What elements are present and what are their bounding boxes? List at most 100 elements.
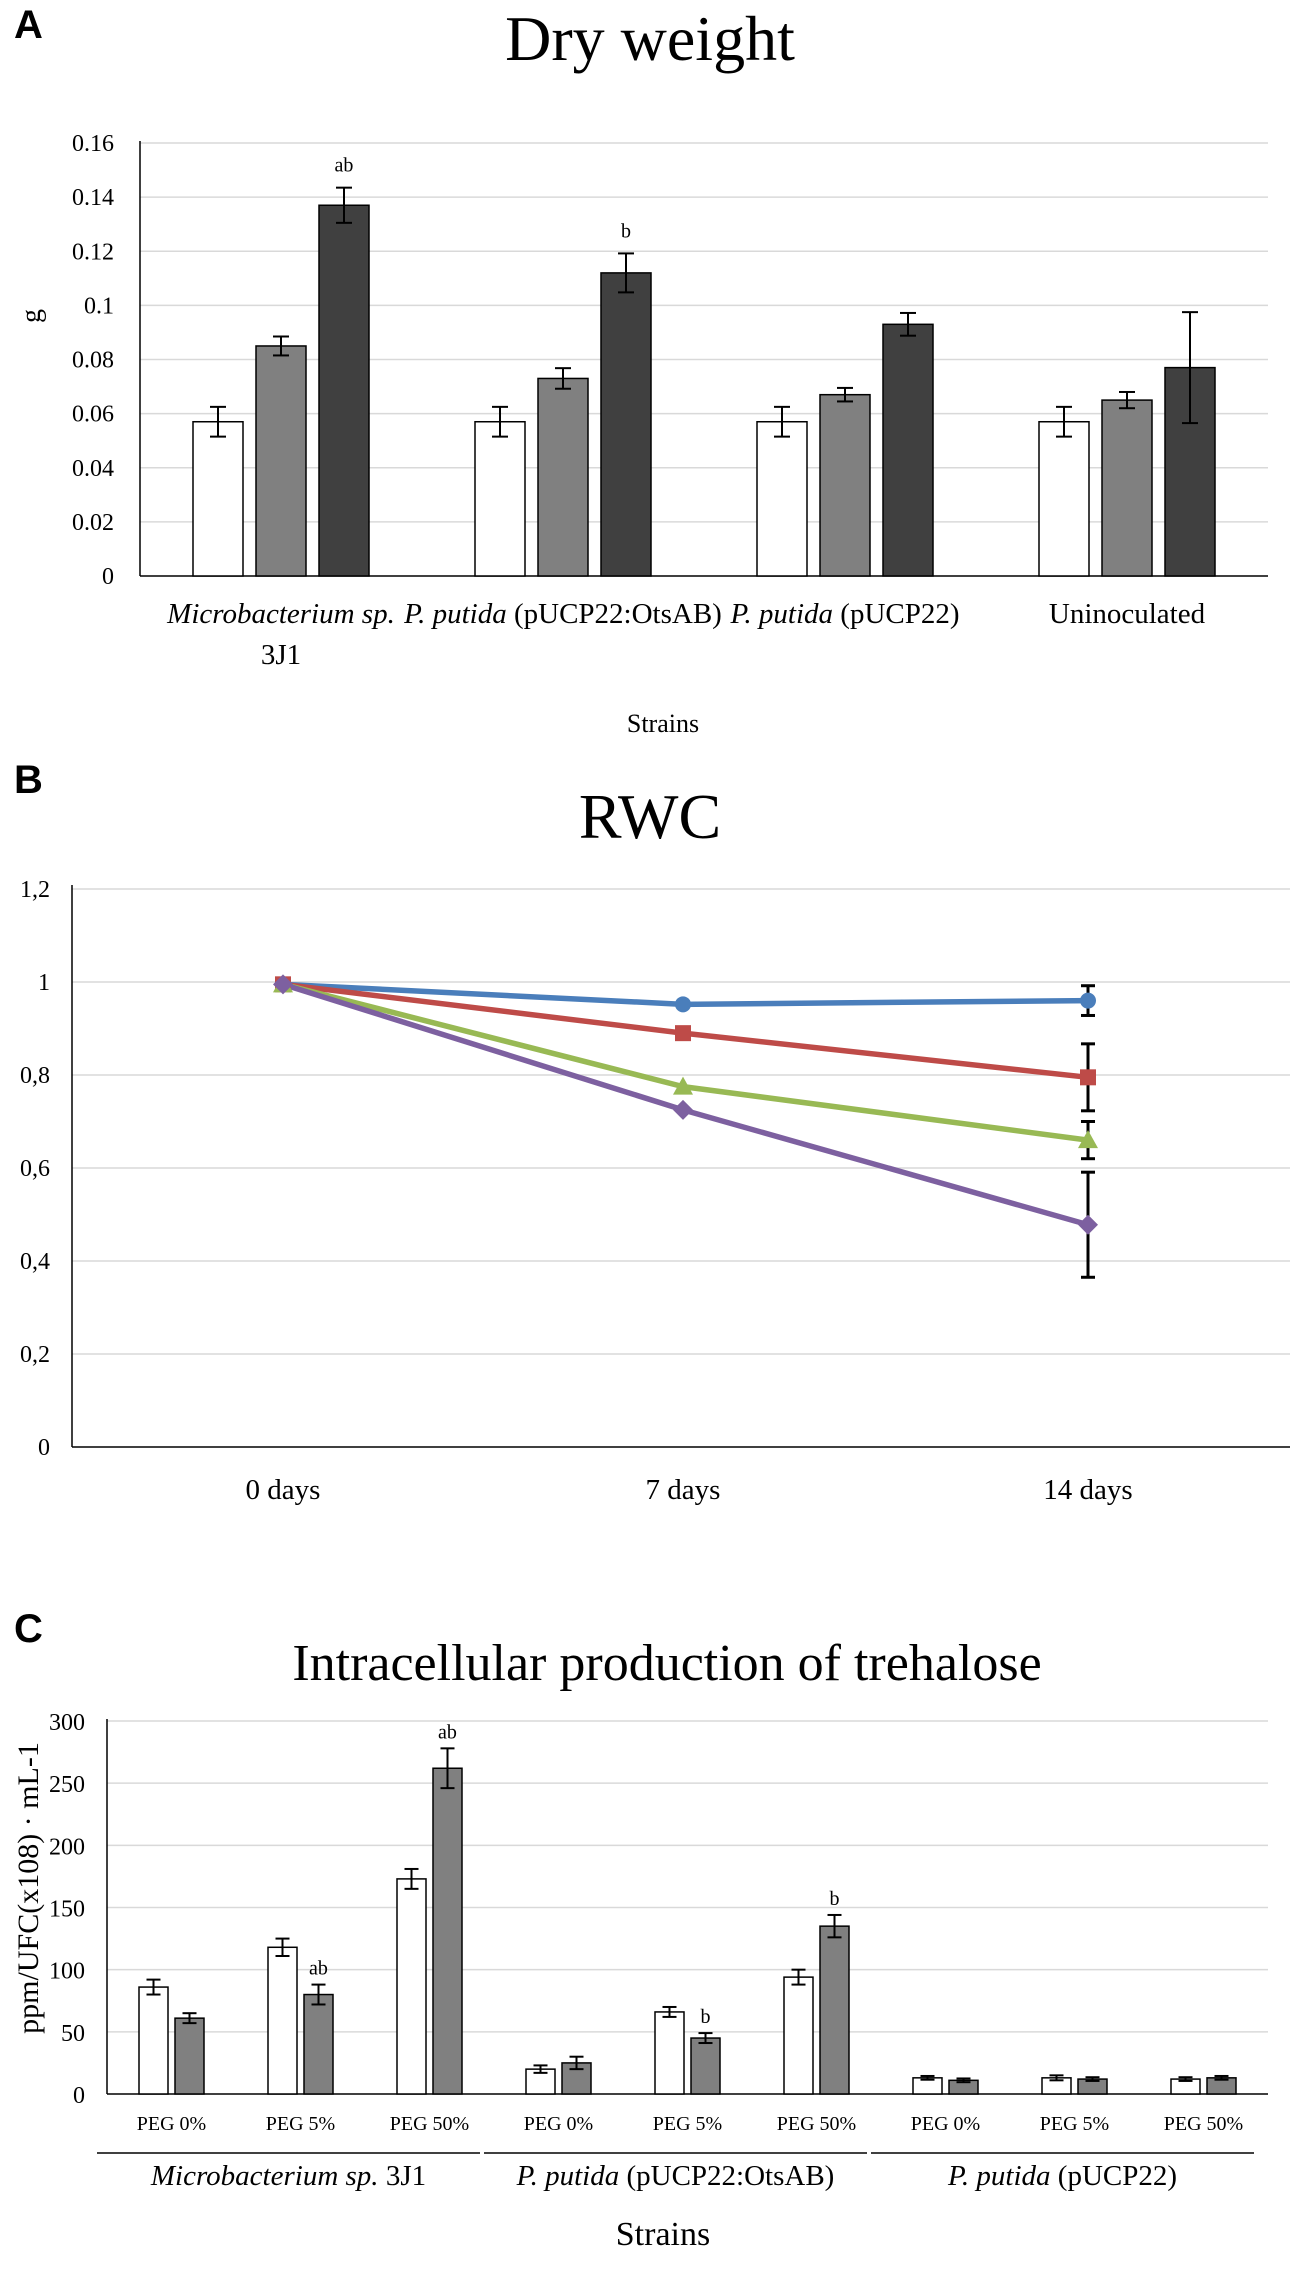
panel-c-category-label: PEG 50% (777, 2113, 856, 2135)
panel-c-category-label: PEG 0% (911, 2113, 980, 2135)
panel-c-ytick-label: 100 (49, 1959, 85, 1985)
panel-c-category-label: PEG 5% (1040, 2113, 1109, 2135)
panel-a-plot: 0 0.02 0.04 0.06 0.08 0.1 0.12 0.14 0.16 Microbac… (72, 131, 1268, 671)
panel-a-ytick-label: 0.12 (72, 239, 114, 265)
panel-a-error-bar (336, 186, 352, 224)
panel-b-ytick-label: 1 (38, 970, 50, 996)
panel-c-category-label: PEG 0% (524, 2113, 593, 2135)
panel-a-error-bar (555, 367, 571, 390)
panel-c-error-bar (1049, 2074, 1064, 2082)
panel-c-error-bar (182, 2012, 197, 2025)
panel-a-category-label: Microbacterium sp. (166, 598, 395, 630)
panel-c-error-bar (1085, 2076, 1100, 2082)
panel-c-error-bar (569, 2055, 584, 2071)
panel-c-category-label: PEG 5% (266, 2113, 335, 2135)
panel-a-bar (756, 420, 808, 577)
panel-c-error-bar (440, 1747, 455, 1790)
panel-c-error-bar (662, 2005, 677, 2018)
panel-a-category-label-line2: 3J1 (261, 639, 301, 671)
panel-c-error-bar (956, 2077, 971, 2084)
panel-a-ytick-label: 0.1 (84, 293, 114, 319)
panel-b-title: RWC (579, 781, 721, 852)
panel-b-point-green (673, 1076, 693, 1095)
panel-a-error-bar (492, 405, 508, 438)
panel-a-error-bar (1056, 405, 1072, 438)
panel-a-letter: A (14, 3, 43, 47)
panel-b-point-purple (273, 974, 293, 995)
panel-c-ytick-label: 200 (49, 1834, 85, 1860)
panel-c-significance-label: b (830, 1888, 840, 1910)
panel-a-bar (318, 204, 370, 577)
panel-b-xtick-label: 7 days (646, 1474, 721, 1506)
panel-c-plot: 0 50 100 150 200 250 300 PEG 0% PEG 5% PEG 50% PEG… (49, 1710, 1268, 2192)
panel-b-plot: 0 0,2 0,4 0,6 0,8 1 1,2 0 days 7 days 14 days (20, 877, 1290, 1506)
panel-a-bar (474, 420, 526, 577)
panel-c-ytick-label: 50 (61, 2021, 85, 2047)
panel-c-significance-label: b (701, 2006, 711, 2028)
panel-a-ytick-label: 0.14 (72, 185, 114, 211)
panel-c-group-label: P. putida (pUCP22:OtsAB) (516, 2160, 835, 2192)
panel-c-ytick-label: 250 (49, 1772, 85, 1798)
panel-c-error-bar (404, 1867, 419, 1890)
panel-c-error-bar (698, 2032, 713, 2045)
panel-b-point-blue (1080, 992, 1096, 1009)
panel-b-point-purple (1078, 1214, 1098, 1235)
panel-c-error-bar (791, 1968, 806, 1986)
panel-a-ytick-label: 0.08 (72, 348, 114, 374)
panel-a-error-bar (1182, 311, 1198, 425)
panel-a-bar (1101, 399, 1153, 577)
panel-c-bar (138, 1986, 169, 2095)
panel-b-xtick-label: 0 days (246, 1474, 321, 1506)
panel-c-bar (783, 1976, 814, 2095)
panel-c-error-bar (1178, 2076, 1193, 2082)
panel-c-significance-label: ab (438, 1721, 457, 1743)
panel-a-bar (255, 345, 307, 577)
panel-c-category-label: PEG 50% (390, 2113, 469, 2135)
panel-c-category-label: PEG 5% (653, 2113, 722, 2135)
panel-c-significance-label: ab (309, 1958, 328, 1980)
panel-a-error-bar (837, 386, 853, 403)
panel-b-ytick-label: 0,6 (20, 1156, 50, 1182)
panel-b-xtick-label: 14 days (1043, 1474, 1132, 1506)
panel-c-bar (654, 2011, 685, 2095)
panel-c-error-bar (827, 1913, 842, 1939)
panel-c-ytick-label: 0 (73, 2083, 85, 2109)
panel-c-error-bar (533, 2064, 548, 2074)
panel-c-ylabel: ppm/UFC(x108) · mL-1 (12, 1742, 45, 2034)
panel-a-bar (600, 272, 652, 577)
panel-b-point-blue (675, 996, 691, 1013)
panel-c-error-bar (920, 2074, 935, 2081)
panel-a-error-bar (618, 252, 634, 294)
panel-c-error-bar (275, 1937, 290, 1957)
panel-c-error-bar (1214, 2074, 1229, 2081)
panel-a-error-bar (774, 405, 790, 438)
panel-c-group-label: P. putida (pUCP22) (947, 2160, 1177, 2192)
panel-a-category-label: P. putida (pUCP22) (729, 598, 959, 630)
panel-c-error-bar (146, 1978, 161, 1996)
panel-a-bar (537, 377, 589, 577)
panel-a-error-bar (1119, 390, 1135, 410)
panel-a-significance-label: ab (335, 155, 354, 177)
panel-a-error-bar (210, 405, 226, 438)
panel-c-title: Intracellular production of trehalose (292, 1635, 1041, 1692)
panel-b-point-purple (673, 1099, 693, 1120)
panel-a-ylabel: g (16, 309, 47, 323)
panel-a-significance-label: b (621, 220, 631, 242)
panel-b-letter: B (14, 758, 43, 802)
panel-c-error-bar (311, 1983, 326, 2006)
panel-c-bar (396, 1878, 427, 2095)
panel-b-ytick-label: 0,2 (20, 1342, 50, 1368)
panel-b-point-red (1080, 1069, 1096, 1086)
panel-c-bar (303, 1993, 334, 2095)
panel-a-ytick-label: 0.04 (72, 456, 114, 482)
panel-c-group-label: Microbacterium sp. 3J1 (150, 2160, 426, 2192)
panel-c-ytick-label: 300 (49, 1710, 85, 1736)
panel-c-bar (819, 1925, 850, 2095)
panel-a-ytick-label: 0.06 (72, 402, 114, 428)
panel-a-bar (882, 323, 934, 577)
panel-c-bar (690, 2037, 721, 2095)
panel-b-ytick-label: 0,4 (20, 1249, 50, 1275)
panel-b-ytick-label: 0,8 (20, 1063, 50, 1089)
panel-c-bar (432, 1767, 463, 2095)
panel-a-title: Dry weight (505, 3, 795, 74)
